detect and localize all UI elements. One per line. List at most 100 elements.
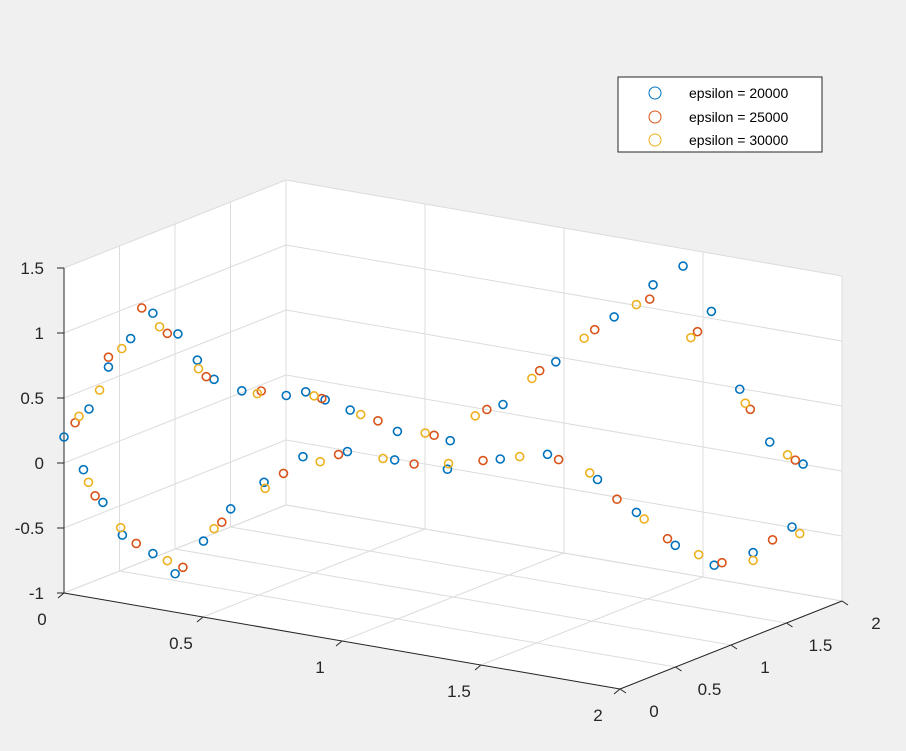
series-2-point-13 — [692, 326, 703, 337]
grid-left-z-2 — [63, 374, 287, 464]
series-1-point-16 — [550, 356, 561, 367]
series-2-point-25 — [612, 494, 622, 505]
series-3-point-24 — [514, 451, 525, 462]
series-2-point-2 — [136, 303, 147, 313]
legend-marker-3 — [648, 133, 662, 147]
grid-floor-y-3 — [230, 526, 787, 624]
series-3-point-20 — [260, 483, 270, 494]
series-1-point-32 — [298, 451, 308, 462]
series-1-point-22 — [764, 437, 775, 447]
x-tick-mark-2 — [335, 640, 343, 647]
series-3-point-25 — [584, 468, 595, 478]
series-2-point-26 — [662, 533, 673, 544]
data-points — [59, 261, 808, 579]
series-3-point-26 — [639, 514, 649, 524]
series-3-point-6 — [309, 391, 319, 401]
series-1-point-3 — [125, 333, 136, 344]
z-tick-label-3: 0.5 — [20, 389, 44, 408]
series-3-point-8 — [420, 428, 430, 438]
series-1-point-9 — [281, 390, 292, 401]
series-1-point-28 — [170, 568, 180, 579]
series-3-point-27 — [693, 549, 704, 560]
x-tick-mark-1 — [196, 616, 204, 623]
series-3-point-13 — [686, 332, 696, 343]
legend-label-2: epsilon = 25000 — [689, 109, 788, 125]
series-3-point-28 — [748, 555, 758, 566]
series-3-point-7 — [355, 409, 366, 420]
y-tick-label-4: 2 — [871, 614, 880, 633]
series-1-point-36 — [495, 454, 506, 464]
grid-floor-y-2 — [174, 548, 732, 646]
x-tick-label-4: 2 — [593, 706, 602, 725]
legend: epsilon = 20000 epsilon = 25000 epsilon … — [617, 76, 823, 153]
series-3-point-16 — [83, 477, 94, 488]
y-tick-label-1: 0.5 — [698, 680, 722, 699]
series-2-point-18 — [178, 562, 188, 573]
grid-left-z-5 — [63, 179, 287, 269]
series-1-point-37 — [542, 449, 553, 460]
series-3-point-1 — [94, 385, 105, 395]
series-2-point-10 — [534, 365, 545, 376]
series-3-point-9 — [470, 411, 481, 421]
series-2-point-4 — [201, 371, 212, 382]
series-3-point-14 — [740, 398, 751, 409]
x-tick-label-0: 0 — [37, 610, 46, 629]
legend-box — [617, 76, 823, 153]
legend-marker-2 — [648, 110, 662, 124]
legend-label-3: epsilon = 30000 — [689, 132, 788, 148]
grid-back-z-4 — [285, 244, 843, 342]
series-3-point-10 — [527, 373, 537, 384]
series-1-point-8 — [237, 385, 247, 396]
series-1-point-1 — [84, 404, 94, 414]
series-2-point-23 — [478, 455, 488, 466]
series-1-point-5 — [173, 329, 183, 339]
x-tick-label-1: 0.5 — [169, 634, 193, 653]
series-1-point-39 — [631, 507, 642, 518]
series-2-point-8 — [429, 430, 439, 441]
tick-labels: 0 0.5 1 1.5 2 0 0.5 1 1.5 2 -1 -0.5 0 0.5 1 1.5 — [15, 259, 881, 725]
x-tick-mark-3 — [474, 664, 482, 671]
z-tick-label-1: -0.5 — [15, 519, 44, 538]
series-1-point-35 — [442, 464, 453, 475]
grid-left-z-1 — [63, 439, 287, 529]
series-1-point-29 — [198, 536, 209, 546]
series-3-point-23 — [443, 458, 454, 469]
series-3-point-18 — [162, 555, 173, 566]
grid-back-z-3 — [285, 309, 843, 407]
series-3-point-4 — [193, 363, 204, 374]
series-2-point-19 — [217, 517, 227, 528]
series-2-point-28 — [767, 534, 778, 545]
series-1-point-33 — [342, 446, 353, 457]
x-tick-label-2: 1 — [315, 658, 324, 677]
series-1-point-21 — [734, 384, 745, 395]
y-tick-label-2: 1 — [760, 658, 769, 677]
series-2-point-15 — [790, 455, 801, 465]
series-3-point-11 — [579, 333, 589, 344]
grid-back-z-0 — [285, 504, 843, 602]
series-1-point-12 — [345, 405, 355, 415]
series-1-point-20 — [706, 306, 717, 317]
series-3-point-3 — [154, 321, 165, 332]
series-1-point-19 — [678, 261, 688, 271]
x-tick-mark-4 — [613, 688, 621, 695]
grid-back-z-5 — [285, 179, 843, 277]
series-3-point-22 — [378, 453, 388, 464]
series-2-point-7 — [373, 415, 383, 426]
series-1-point-0 — [59, 432, 69, 442]
series-1-point-25 — [98, 497, 108, 508]
series-1-point-15 — [498, 399, 508, 410]
series-2-point-16 — [90, 491, 100, 501]
series-1-point-23 — [798, 459, 808, 469]
y-tick-mark-0 — [619, 688, 627, 694]
series-1-point-30 — [225, 504, 236, 514]
series-2-point-27 — [717, 557, 727, 568]
series-1-point-4 — [148, 308, 158, 319]
legend-marker-1 — [648, 86, 662, 100]
series-1-point-38 — [592, 474, 603, 485]
series-2-point-24 — [553, 454, 564, 465]
series-2-point-9 — [482, 404, 492, 415]
legend-label-1: epsilon = 20000 — [689, 85, 788, 101]
series-1-point-17 — [609, 312, 619, 322]
y-tick-label-0: 0 — [649, 702, 658, 721]
